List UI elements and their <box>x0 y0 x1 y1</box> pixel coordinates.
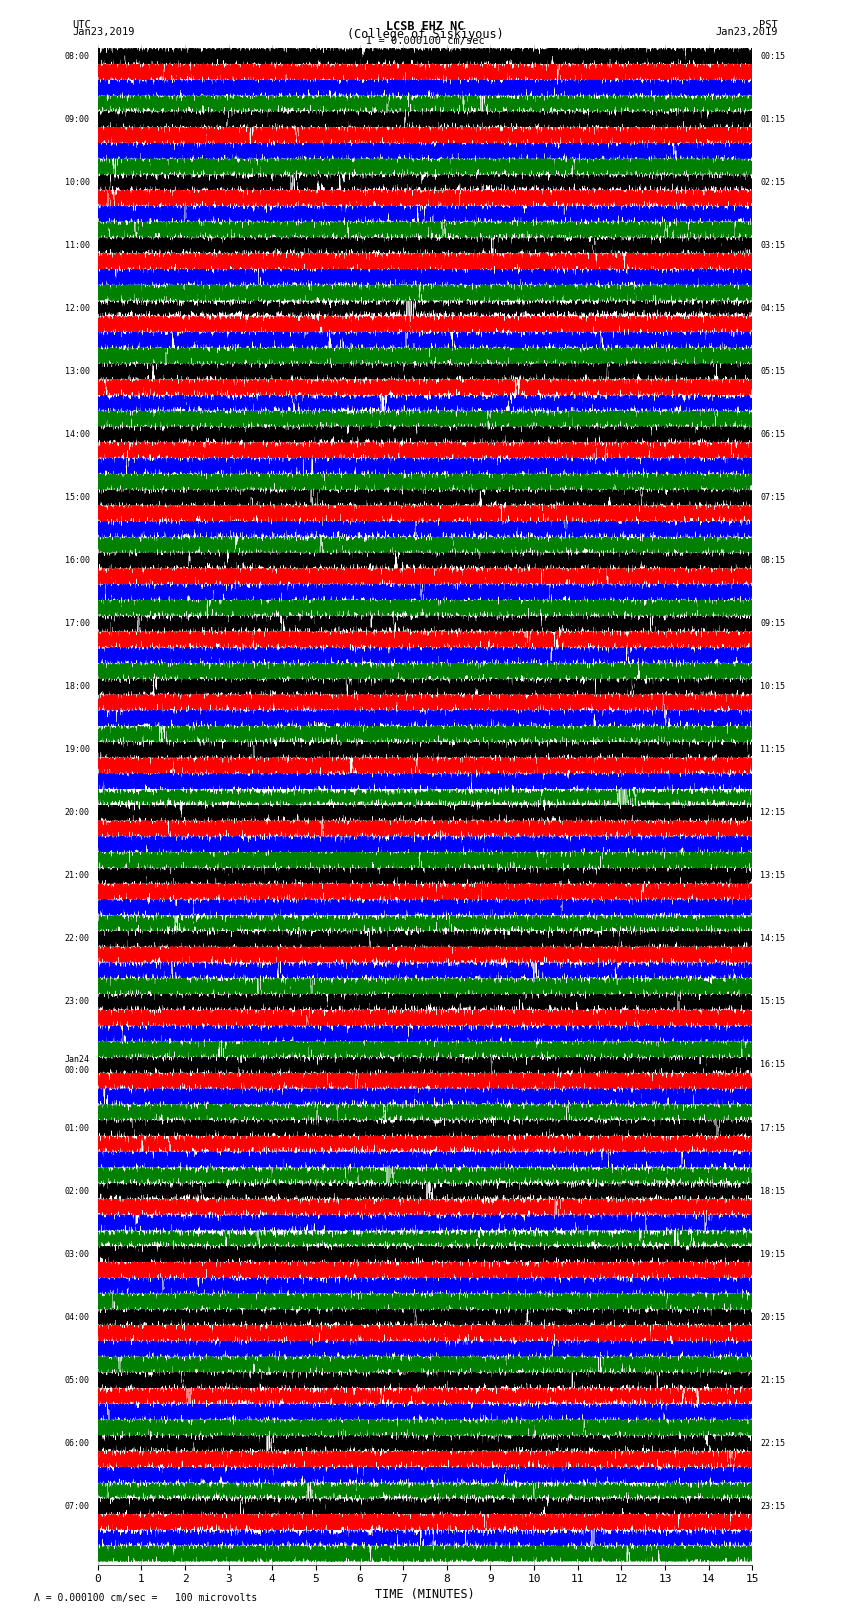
Text: 04:00: 04:00 <box>65 1313 90 1321</box>
Text: 23:15: 23:15 <box>760 1502 785 1511</box>
Text: Jan24
00:00: Jan24 00:00 <box>65 1055 90 1074</box>
Text: 21:00: 21:00 <box>65 871 90 881</box>
Text: 15:15: 15:15 <box>760 997 785 1007</box>
Text: 14:00: 14:00 <box>65 431 90 439</box>
Text: 18:00: 18:00 <box>65 682 90 692</box>
Text: 06:00: 06:00 <box>65 1439 90 1448</box>
Text: Jan23,2019: Jan23,2019 <box>715 27 778 37</box>
Text: 01:00: 01:00 <box>65 1124 90 1132</box>
X-axis label: TIME (MINUTES): TIME (MINUTES) <box>375 1589 475 1602</box>
Text: PST: PST <box>759 19 778 31</box>
Text: 22:00: 22:00 <box>65 934 90 944</box>
Text: 12:15: 12:15 <box>760 808 785 818</box>
Text: 17:00: 17:00 <box>65 619 90 627</box>
Text: 09:15: 09:15 <box>760 619 785 627</box>
Text: 16:00: 16:00 <box>65 556 90 565</box>
Text: 23:00: 23:00 <box>65 997 90 1007</box>
Text: 16:15: 16:15 <box>760 1060 785 1069</box>
Text: 13:15: 13:15 <box>760 871 785 881</box>
Text: 19:15: 19:15 <box>760 1250 785 1258</box>
Text: 19:00: 19:00 <box>65 745 90 755</box>
Text: 00:15: 00:15 <box>760 52 785 61</box>
Text: 08:15: 08:15 <box>760 556 785 565</box>
Text: LCSB EHZ NC: LCSB EHZ NC <box>386 19 464 34</box>
Text: 01:15: 01:15 <box>760 115 785 124</box>
Text: UTC: UTC <box>72 19 91 31</box>
Text: 08:00: 08:00 <box>65 52 90 61</box>
Text: 20:15: 20:15 <box>760 1313 785 1321</box>
Text: Λ = 0.000100 cm/sec =   100 microvolts: Λ = 0.000100 cm/sec = 100 microvolts <box>34 1594 258 1603</box>
Text: 14:15: 14:15 <box>760 934 785 944</box>
Text: 02:00: 02:00 <box>65 1187 90 1195</box>
Text: 18:15: 18:15 <box>760 1187 785 1195</box>
Text: 03:15: 03:15 <box>760 240 785 250</box>
Text: 11:00: 11:00 <box>65 240 90 250</box>
Text: 10:15: 10:15 <box>760 682 785 692</box>
Text: 10:00: 10:00 <box>65 177 90 187</box>
Text: 06:15: 06:15 <box>760 431 785 439</box>
Text: 04:15: 04:15 <box>760 303 785 313</box>
Text: 15:00: 15:00 <box>65 494 90 502</box>
Text: 17:15: 17:15 <box>760 1124 785 1132</box>
Text: (College of Siskiyous): (College of Siskiyous) <box>347 29 503 42</box>
Text: 07:00: 07:00 <box>65 1502 90 1511</box>
Text: 05:00: 05:00 <box>65 1376 90 1384</box>
Text: 21:15: 21:15 <box>760 1376 785 1384</box>
Text: 13:00: 13:00 <box>65 366 90 376</box>
Text: 09:00: 09:00 <box>65 115 90 124</box>
Text: 03:00: 03:00 <box>65 1250 90 1258</box>
Text: I = 0.000100 cm/sec: I = 0.000100 cm/sec <box>366 37 484 47</box>
Text: 11:15: 11:15 <box>760 745 785 755</box>
Text: 20:00: 20:00 <box>65 808 90 818</box>
Text: 22:15: 22:15 <box>760 1439 785 1448</box>
Text: 12:00: 12:00 <box>65 303 90 313</box>
Text: 02:15: 02:15 <box>760 177 785 187</box>
Text: Jan23,2019: Jan23,2019 <box>72 27 135 37</box>
Text: 05:15: 05:15 <box>760 366 785 376</box>
Text: 07:15: 07:15 <box>760 494 785 502</box>
